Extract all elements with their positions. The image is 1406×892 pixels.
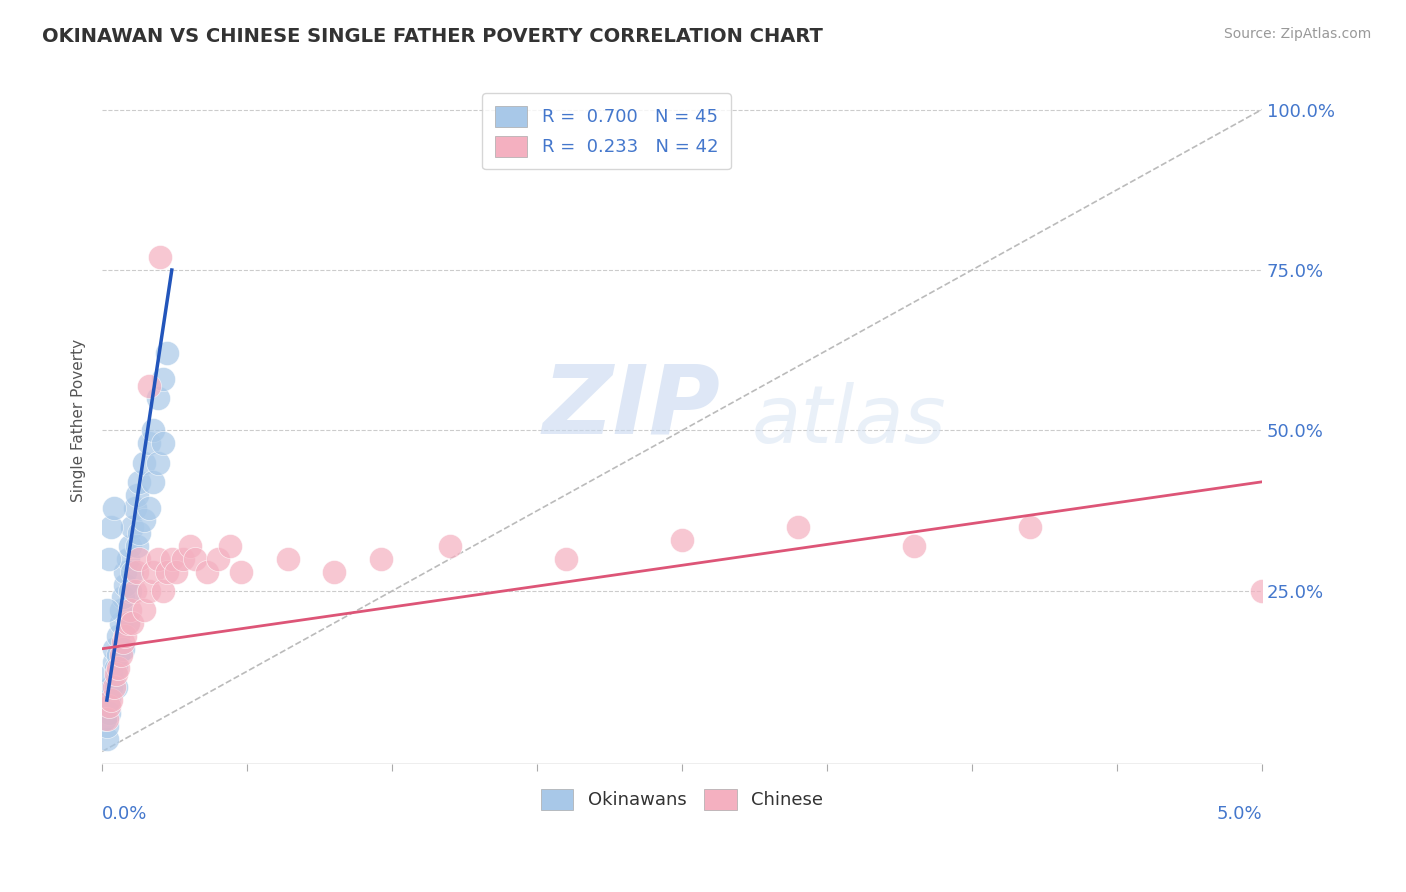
Point	[117, 615, 139, 630]
Point	[125, 539, 148, 553]
Point	[114, 629, 136, 643]
Point	[152, 584, 174, 599]
Point	[118, 603, 141, 617]
Point	[132, 513, 155, 527]
Point	[114, 577, 136, 591]
Point	[103, 500, 125, 515]
Point	[98, 706, 121, 720]
Point	[207, 552, 229, 566]
Point	[179, 539, 201, 553]
Point	[555, 552, 578, 566]
Point	[787, 520, 810, 534]
Point	[121, 565, 143, 579]
Point	[138, 378, 160, 392]
Text: 0.0%: 0.0%	[103, 805, 148, 823]
Point	[100, 680, 122, 694]
Point	[138, 584, 160, 599]
Point	[142, 475, 165, 489]
Point	[184, 552, 207, 566]
Point	[1019, 520, 1042, 534]
Point	[107, 648, 129, 662]
Point	[118, 584, 141, 599]
Point	[100, 520, 122, 534]
Point	[112, 635, 135, 649]
Point	[231, 565, 253, 579]
Point	[146, 456, 169, 470]
Point	[277, 552, 299, 566]
Point	[195, 565, 218, 579]
Text: 5.0%: 5.0%	[1216, 805, 1263, 823]
Point	[107, 661, 129, 675]
Point	[165, 565, 187, 579]
Point	[103, 641, 125, 656]
Point	[132, 603, 155, 617]
Point	[146, 552, 169, 566]
Point	[114, 565, 136, 579]
Text: atlas: atlas	[752, 382, 946, 460]
Point	[439, 539, 461, 553]
Point	[323, 565, 346, 579]
Point	[124, 584, 146, 599]
Point	[156, 565, 179, 579]
Point	[103, 655, 125, 669]
Point	[100, 667, 122, 681]
Point	[96, 712, 118, 726]
Point	[96, 719, 118, 733]
Point	[103, 680, 125, 694]
Point	[125, 565, 148, 579]
Point	[96, 731, 118, 746]
Point	[98, 693, 121, 707]
Point	[156, 346, 179, 360]
Point	[105, 680, 128, 694]
Point	[100, 693, 122, 707]
Legend: Okinawans, Chinese: Okinawans, Chinese	[533, 781, 831, 817]
Point	[110, 615, 132, 630]
Point	[138, 500, 160, 515]
Point	[124, 500, 146, 515]
Point	[152, 372, 174, 386]
Point	[138, 436, 160, 450]
Point	[118, 539, 141, 553]
Point	[370, 552, 392, 566]
Point	[121, 615, 143, 630]
Point	[903, 539, 925, 553]
Y-axis label: Single Father Poverty: Single Father Poverty	[72, 339, 86, 502]
Point	[107, 629, 129, 643]
Point	[112, 591, 135, 605]
Point	[152, 436, 174, 450]
Point	[96, 603, 118, 617]
Point	[110, 648, 132, 662]
Point	[128, 475, 150, 489]
Point	[172, 552, 194, 566]
Point	[98, 699, 121, 714]
Point	[128, 552, 150, 566]
Point	[112, 641, 135, 656]
Text: OKINAWAN VS CHINESE SINGLE FATHER POVERTY CORRELATION CHART: OKINAWAN VS CHINESE SINGLE FATHER POVERT…	[42, 27, 823, 45]
Text: Source: ZipAtlas.com: Source: ZipAtlas.com	[1223, 27, 1371, 41]
Point	[117, 552, 139, 566]
Point	[1251, 584, 1274, 599]
Point	[142, 424, 165, 438]
Point	[160, 552, 183, 566]
Point	[105, 661, 128, 675]
Point	[105, 667, 128, 681]
Point	[149, 250, 172, 264]
Point	[142, 565, 165, 579]
Point	[121, 520, 143, 534]
Point	[671, 533, 693, 547]
Point	[110, 603, 132, 617]
Point	[98, 552, 121, 566]
Text: ZIP: ZIP	[543, 360, 721, 454]
Point	[125, 488, 148, 502]
Point	[132, 456, 155, 470]
Point	[128, 526, 150, 541]
Point	[218, 539, 240, 553]
Point	[146, 392, 169, 406]
Point	[117, 615, 139, 630]
Point	[93, 712, 115, 726]
